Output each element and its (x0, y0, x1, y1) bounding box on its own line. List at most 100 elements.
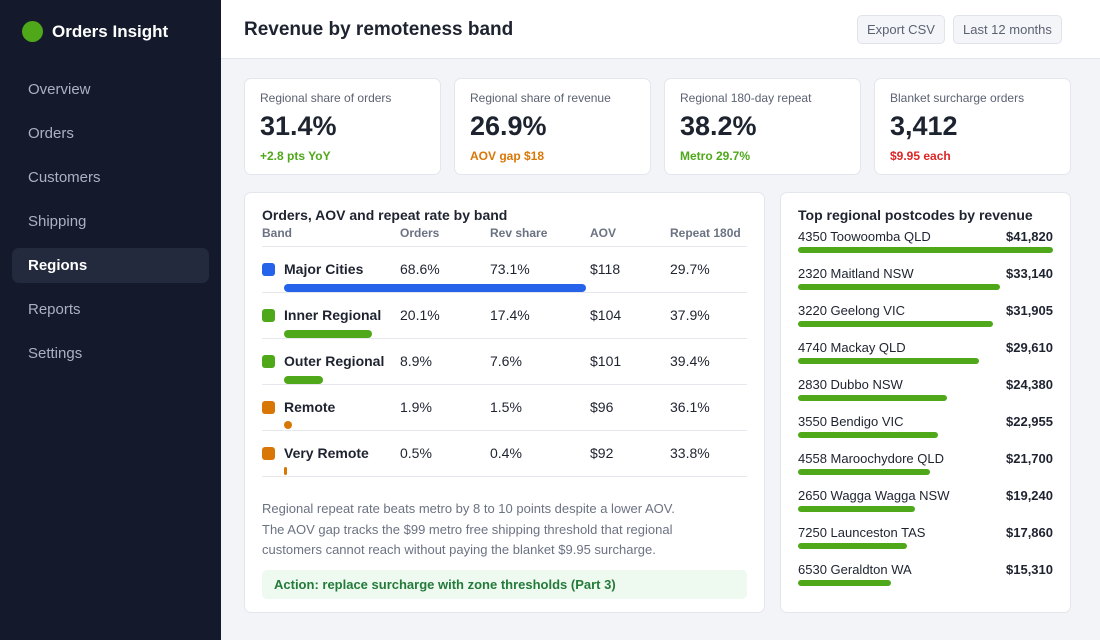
kpi-label: Regional share of revenue (470, 91, 611, 105)
band-aov: $92 (590, 445, 614, 461)
band-orders: 8.9% (400, 353, 432, 369)
postcode-name: 3220 Geelong VIC (798, 303, 905, 318)
postcode-name: 6530 Geraldton WA (798, 562, 912, 577)
sidebar: Orders Insight Overview Orders Customers… (0, 0, 221, 640)
list-item[interactable]: 3220 Geelong VIC $31,905 (798, 303, 1053, 340)
band-name: Remote (284, 399, 336, 415)
column-header-aov: AOV (590, 226, 617, 240)
band-rev-share: 1.5% (490, 399, 522, 415)
sidebar-item-regions[interactable]: Regions (12, 248, 209, 283)
list-item[interactable]: 3550 Bendigo VIC $22,955 (798, 414, 1053, 451)
postcode-revenue: $29,610 (1006, 340, 1053, 355)
sidebar-item-orders[interactable]: Orders (28, 125, 74, 142)
kpi-card-surcharge-orders: Blanket surcharge orders 3,412 $9.95 eac… (874, 78, 1071, 175)
band-name: Major Cities (284, 261, 364, 277)
insight-note: The AOV gap tracks the $99 metro free sh… (262, 522, 673, 537)
column-header-band: Band (262, 226, 292, 240)
insight-note: customers cannot reach without paying th… (262, 542, 656, 557)
postcode-name: 4558 Maroochydore QLD (798, 451, 944, 466)
table-header-divider (262, 246, 747, 247)
band-color-swatch (262, 263, 275, 276)
band-name: Very Remote (284, 445, 369, 461)
band-orders: 20.1% (400, 307, 440, 323)
postcode-name: 2320 Maitland NSW (798, 266, 914, 281)
sidebar-item-overview[interactable]: Overview (28, 81, 91, 98)
list-item[interactable]: 2320 Maitland NSW $33,140 (798, 266, 1053, 303)
postcode-revenue-bar (798, 543, 907, 549)
postcode-name: 4350 Toowoomba QLD (798, 229, 931, 244)
list-item[interactable]: 7250 Launceston TAS $17,860 (798, 525, 1053, 562)
kpi-value: 3,412 (890, 111, 958, 141)
band-orders: 68.6% (400, 261, 440, 277)
list-item[interactable]: 4558 Maroochydore QLD $21,700 (798, 451, 1053, 488)
page-title: Revenue by remoteness band (244, 19, 514, 40)
list-item[interactable]: 4740 Mackay QLD $29,610 (798, 340, 1053, 377)
band-name: Outer Regional (284, 353, 385, 369)
date-range-button[interactable]: Last 12 months (953, 15, 1062, 44)
list-item[interactable]: 2830 Dubbo NSW $24,380 (798, 377, 1053, 414)
sidebar-item-reports[interactable]: Reports (28, 301, 81, 318)
band-color-swatch (262, 401, 275, 414)
action-callout: Action: replace surcharge with zone thre… (262, 570, 747, 599)
band-orders: 0.5% (400, 445, 432, 461)
sidebar-item-customers[interactable]: Customers (28, 169, 101, 186)
postcode-name: 2830 Dubbo NSW (798, 377, 903, 392)
band-orders-bar (284, 421, 293, 429)
table-row[interactable]: Inner Regional 20.1% 17.4% $104 37.9% (262, 293, 747, 339)
export-csv-button[interactable]: Export CSV (857, 15, 945, 44)
band-repeat: 37.9% (670, 307, 710, 323)
table-row[interactable]: Very Remote 0.5% 0.4% $92 33.8% (262, 431, 747, 477)
band-orders-bar (284, 330, 373, 338)
postcode-revenue: $31,905 (1006, 303, 1053, 318)
sidebar-item-settings[interactable]: Settings (28, 345, 83, 362)
band-rev-share: 17.4% (490, 307, 530, 323)
table-row[interactable]: Remote 1.9% 1.5% $96 36.1% (262, 385, 747, 431)
band-orders-bar (284, 376, 324, 384)
postcode-revenue: $19,240 (1006, 488, 1053, 503)
band-color-swatch (262, 447, 275, 460)
band-rev-share: 0.4% (490, 445, 522, 461)
postcode-revenue-bar (798, 247, 1053, 253)
list-item[interactable]: 4350 Toowoomba QLD $41,820 (798, 229, 1053, 266)
postcode-name: 2650 Wagga Wagga NSW (798, 488, 950, 503)
postcode-revenue: $17,860 (1006, 525, 1053, 540)
kpi-label: Regional share of orders (260, 91, 392, 105)
brand[interactable]: Orders Insight (22, 21, 168, 42)
kpi-card-regional-repeat: Regional 180-day repeat 38.2% Metro 29.7… (664, 78, 861, 175)
postcode-revenue: $21,700 (1006, 451, 1053, 466)
postcode-revenue: $41,820 (1006, 229, 1053, 244)
postcodes-panel: Top regional postcodes by revenue 4350 T… (780, 192, 1071, 613)
postcode-revenue-bar (798, 580, 892, 586)
kpi-delta: $9.95 each (890, 149, 951, 163)
band-aov: $118 (590, 261, 621, 277)
kpi-delta: AOV gap $18 (470, 149, 545, 163)
band-name: Inner Regional (284, 307, 382, 323)
band-orders-bar (284, 467, 287, 475)
kpi-label: Blanket surcharge orders (890, 91, 1025, 105)
sidebar-nav: Overview Orders Customers Shipping Regio… (12, 72, 209, 380)
insight-note: Regional repeat rate beats metro by 8 to… (262, 501, 675, 516)
band-aov: $96 (590, 399, 614, 415)
table-row[interactable]: Major Cities 68.6% 73.1% $118 29.7% (262, 247, 747, 293)
kpi-delta: +2.8 pts YoY (260, 149, 331, 163)
kpi-card-regional-revenue: Regional share of revenue 26.9% AOV gap … (454, 78, 651, 175)
column-header-rev-share: Rev share (490, 226, 548, 240)
postcode-revenue: $24,380 (1006, 377, 1053, 392)
list-item[interactable]: 2650 Wagga Wagga NSW $19,240 (798, 488, 1053, 525)
table-row[interactable]: Outer Regional 8.9% 7.6% $101 39.4% (262, 339, 747, 385)
list-item[interactable]: 6530 Geraldton WA $15,310 (798, 562, 1053, 599)
kpi-label: Regional 180-day repeat (680, 91, 812, 105)
band-aov: $101 (590, 353, 622, 369)
kpi-value: 38.2% (680, 111, 757, 141)
header: Revenue by remoteness band Export CSV La… (221, 0, 1100, 59)
kpi-value: 31.4% (260, 111, 337, 141)
postcode-name: 7250 Launceston TAS (798, 525, 926, 540)
postcode-name: 3550 Bendigo VIC (798, 414, 904, 429)
column-header-orders: Orders (400, 226, 440, 240)
sidebar-item-shipping[interactable]: Shipping (28, 213, 87, 230)
band-repeat: 33.8% (670, 445, 710, 461)
postcode-revenue-bar (798, 506, 916, 512)
band-aov: $104 (590, 307, 622, 323)
postcode-revenue-bar (798, 395, 947, 401)
postcode-revenue-bar (798, 284, 1001, 290)
